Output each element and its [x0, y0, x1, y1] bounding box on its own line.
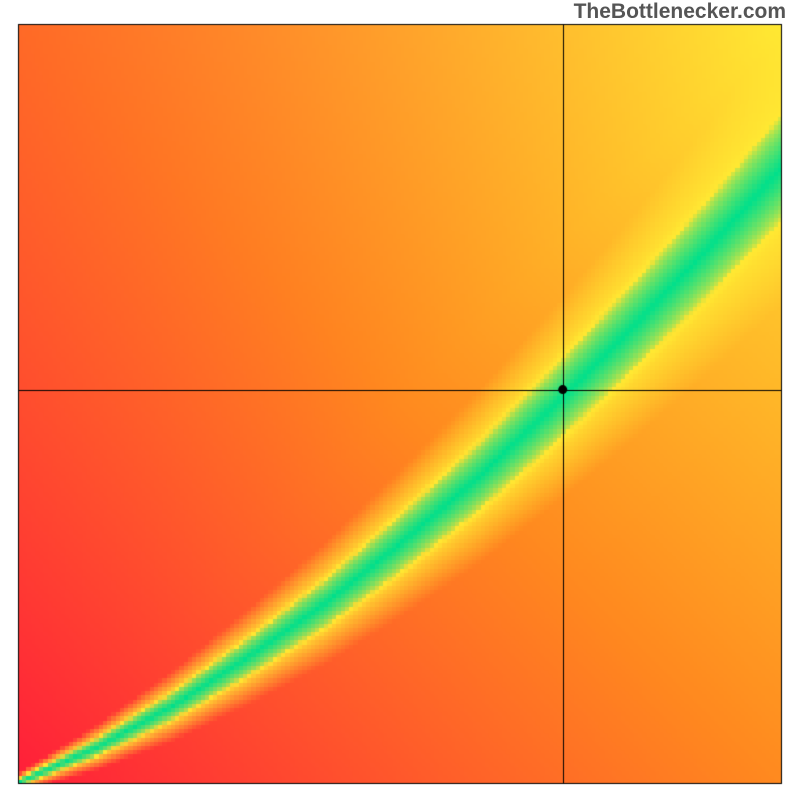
bottleneck-heatmap — [0, 0, 800, 800]
chart-container: TheBottlenecker.com — [0, 0, 800, 800]
watermark-text: TheBottlenecker.com — [574, 0, 786, 24]
